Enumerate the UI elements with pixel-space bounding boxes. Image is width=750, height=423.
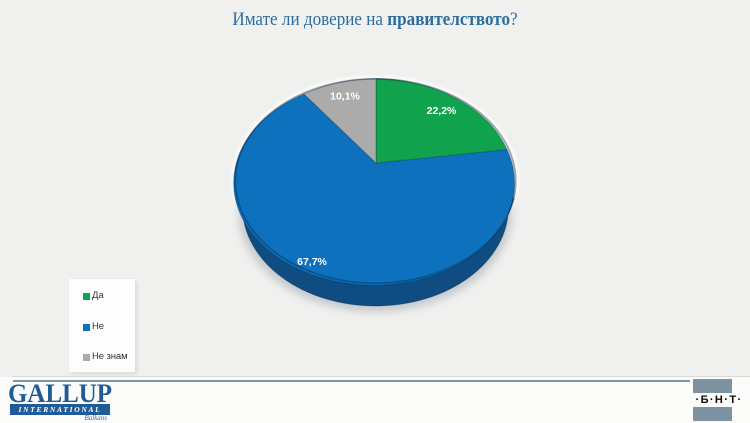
svg-text:22,2%: 22,2% [427,105,457,117]
svg-text:67,7%: 67,7% [297,256,327,268]
svg-text:10,1%: 10,1% [330,91,360,103]
